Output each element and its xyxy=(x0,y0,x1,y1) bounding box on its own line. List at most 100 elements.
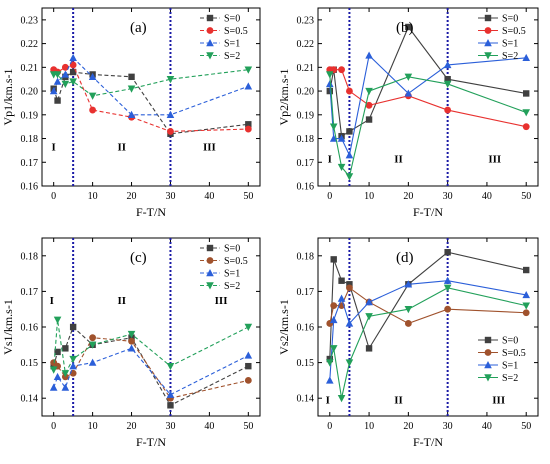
y-tick-label: 0.21 xyxy=(21,63,39,74)
data-point-S=2 xyxy=(345,173,354,181)
legend-marker-S=1 xyxy=(484,39,492,47)
x-tick-label: 30 xyxy=(165,191,175,202)
y-tick-label: 0.16 xyxy=(21,182,39,193)
data-point-S=1 xyxy=(443,276,452,284)
stage-label: III xyxy=(492,395,505,407)
data-point-S=1 xyxy=(61,70,70,78)
data-point-S=2 xyxy=(53,316,62,324)
stage-label: II xyxy=(394,153,403,165)
legend-marker-S=1 xyxy=(206,39,214,47)
data-point-S=1 xyxy=(337,294,346,302)
x-tick-label: 30 xyxy=(443,421,453,432)
data-point-S=0 xyxy=(330,256,337,263)
data-point-S=0.5 xyxy=(244,377,252,384)
data-point-S=1 xyxy=(345,151,354,159)
stage-label: I xyxy=(328,153,332,165)
x-tick-label: 50 xyxy=(243,421,253,432)
legend-marker-S=0 xyxy=(484,336,492,344)
y-tick-label: 0.15 xyxy=(297,358,315,369)
data-point-S=0 xyxy=(338,277,345,284)
panel-label: (c) xyxy=(130,250,147,266)
legend-marker-S=2 xyxy=(206,52,214,60)
data-point-S=1 xyxy=(443,60,452,69)
data-point-S=2 xyxy=(329,345,338,353)
x-tick-label: 50 xyxy=(521,421,531,432)
y-axis-title: Vs1/km.s-1 xyxy=(1,299,15,355)
data-point-S=0.5 xyxy=(244,125,252,133)
data-point-S=0.5 xyxy=(338,66,345,74)
data-point-S=1 xyxy=(244,351,253,359)
data-point-S=0 xyxy=(245,121,252,128)
legend: S=0S=0.5 S=1S=2 xyxy=(478,336,526,384)
legend-label: S=0.5 xyxy=(502,348,526,359)
legend-marker-S=0.5 xyxy=(484,27,492,34)
data-point-S=0 xyxy=(523,266,530,274)
legend-label: S=0 xyxy=(502,336,518,347)
data-point-S=2 xyxy=(166,362,175,371)
y-axis-title: Vs2/km.s-1 xyxy=(277,299,291,355)
series-line-S=0 xyxy=(53,326,249,407)
data-point-S=1 xyxy=(404,280,413,288)
y-tick-label: 0.20 xyxy=(21,87,39,98)
data-point-S=2 xyxy=(53,71,62,79)
data-point-S=0.5 xyxy=(444,106,452,114)
legend: S=0S=0.5 S=1S=2 xyxy=(478,14,526,62)
y-tick-label: 0.17 xyxy=(297,158,315,169)
legend-label: S=0 xyxy=(224,244,240,255)
data-point-S=0 xyxy=(365,345,373,352)
data-point-S=0 xyxy=(62,345,69,352)
data-point-S=2 xyxy=(325,71,334,79)
x-tick-label: 10 xyxy=(88,421,98,432)
x-tick-label: 10 xyxy=(364,191,374,202)
x-tick-label: 40 xyxy=(204,421,214,432)
data-point-S=0 xyxy=(54,97,61,104)
data-point-S=2 xyxy=(49,366,58,374)
y-tick-label: 0.17 xyxy=(297,287,315,298)
data-point-S=0 xyxy=(346,281,353,288)
series-line-S=0 xyxy=(53,71,249,135)
legend-marker-S=0 xyxy=(206,244,214,252)
x-tick-label: 40 xyxy=(482,421,492,432)
legend-marker-S=0.5 xyxy=(484,349,492,356)
panel-4: 0 10 20 30 40 50 0.14 0.15 0.16 0.17 0.18 F-T/N Vs2/… xyxy=(277,237,539,449)
data-point-S=0 xyxy=(444,249,451,256)
y-tick-label: 0.16 xyxy=(297,182,315,193)
data-point-S=1 xyxy=(49,383,58,391)
legend-label: S=0.5 xyxy=(502,26,526,37)
data-point-S=2 xyxy=(61,370,70,378)
data-point-S=0 xyxy=(405,23,412,31)
x-tick-label: 40 xyxy=(204,191,214,202)
series-line-S=1 xyxy=(329,280,527,381)
legend-marker-S=0.5 xyxy=(206,257,214,264)
data-point-S=1 xyxy=(69,53,77,62)
y-tick-label: 0.15 xyxy=(21,358,39,369)
stage-label: III xyxy=(203,141,216,153)
legend-label: S=1 xyxy=(224,39,240,50)
data-point-S=2 xyxy=(88,341,97,349)
data-point-S=0.5 xyxy=(444,305,452,313)
legend-label: S=2 xyxy=(502,51,518,62)
data-point-S=0.5 xyxy=(522,309,530,317)
legend-label: S=0 xyxy=(502,14,518,25)
legend-marker-S=2 xyxy=(206,282,214,290)
data-point-S=2 xyxy=(69,78,77,86)
series-line-S=0.5 xyxy=(53,64,249,132)
legend-label: S=2 xyxy=(224,51,240,62)
data-point-S=0.5 xyxy=(346,284,353,292)
legend-label: S=0.5 xyxy=(224,26,248,37)
data-point-S=1 xyxy=(329,315,338,324)
data-point-S=2 xyxy=(337,163,346,172)
x-tick-label: 30 xyxy=(443,191,453,202)
x-tick-label: 20 xyxy=(403,421,413,432)
data-point-S=0 xyxy=(128,73,135,81)
y-axis-title: Vp2/km.s-1 xyxy=(277,69,291,126)
legend-label: S=0 xyxy=(224,14,240,25)
y-tick-label: 0.18 xyxy=(21,251,39,262)
data-point-S=2 xyxy=(325,359,334,367)
y-tick-label: 0.23 xyxy=(297,15,315,26)
data-point-S=0.5 xyxy=(346,87,353,95)
legend-label: S=2 xyxy=(224,281,240,292)
series-line-S=0.5 xyxy=(329,69,527,128)
data-point-S=2 xyxy=(329,123,338,131)
